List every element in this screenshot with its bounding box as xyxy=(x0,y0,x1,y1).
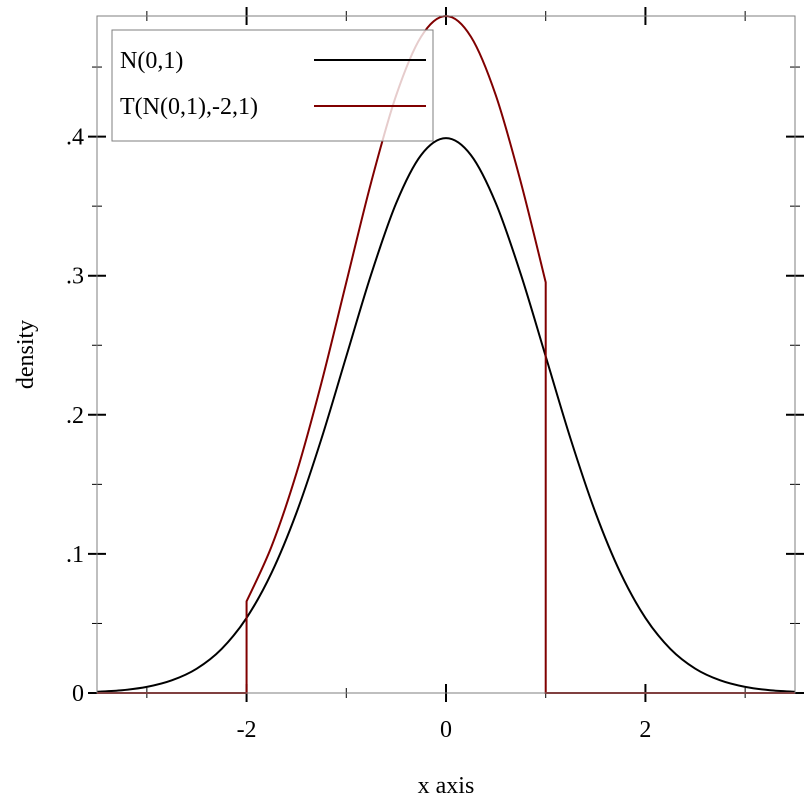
x-tick-label: -2 xyxy=(237,717,257,743)
legend-label: T(N(0,1),-2,1) xyxy=(120,94,258,120)
x-axis-label: x axis xyxy=(418,773,475,799)
y-tick-label: .2 xyxy=(66,403,84,429)
x-tick-label: 2 xyxy=(639,717,651,743)
legend-box xyxy=(111,29,434,142)
y-tick-label: .1 xyxy=(66,542,84,568)
y-tick-label: 0 xyxy=(72,681,84,707)
legend: N(0,1) T(N(0,1),-2,1) xyxy=(111,29,434,142)
plot-area-frame xyxy=(96,15,796,694)
x-tick-label: 0 xyxy=(440,717,452,743)
tick-labels-layer: -2 0 2 0 .1 .2 .3 .4 xyxy=(66,125,651,743)
legend-label: N(0,1) xyxy=(120,48,183,74)
series-line-0 xyxy=(96,137,796,693)
y-tick-label: .4 xyxy=(66,125,84,151)
y-axis-label: density xyxy=(13,320,39,389)
y-tick-label: .3 xyxy=(66,264,84,290)
